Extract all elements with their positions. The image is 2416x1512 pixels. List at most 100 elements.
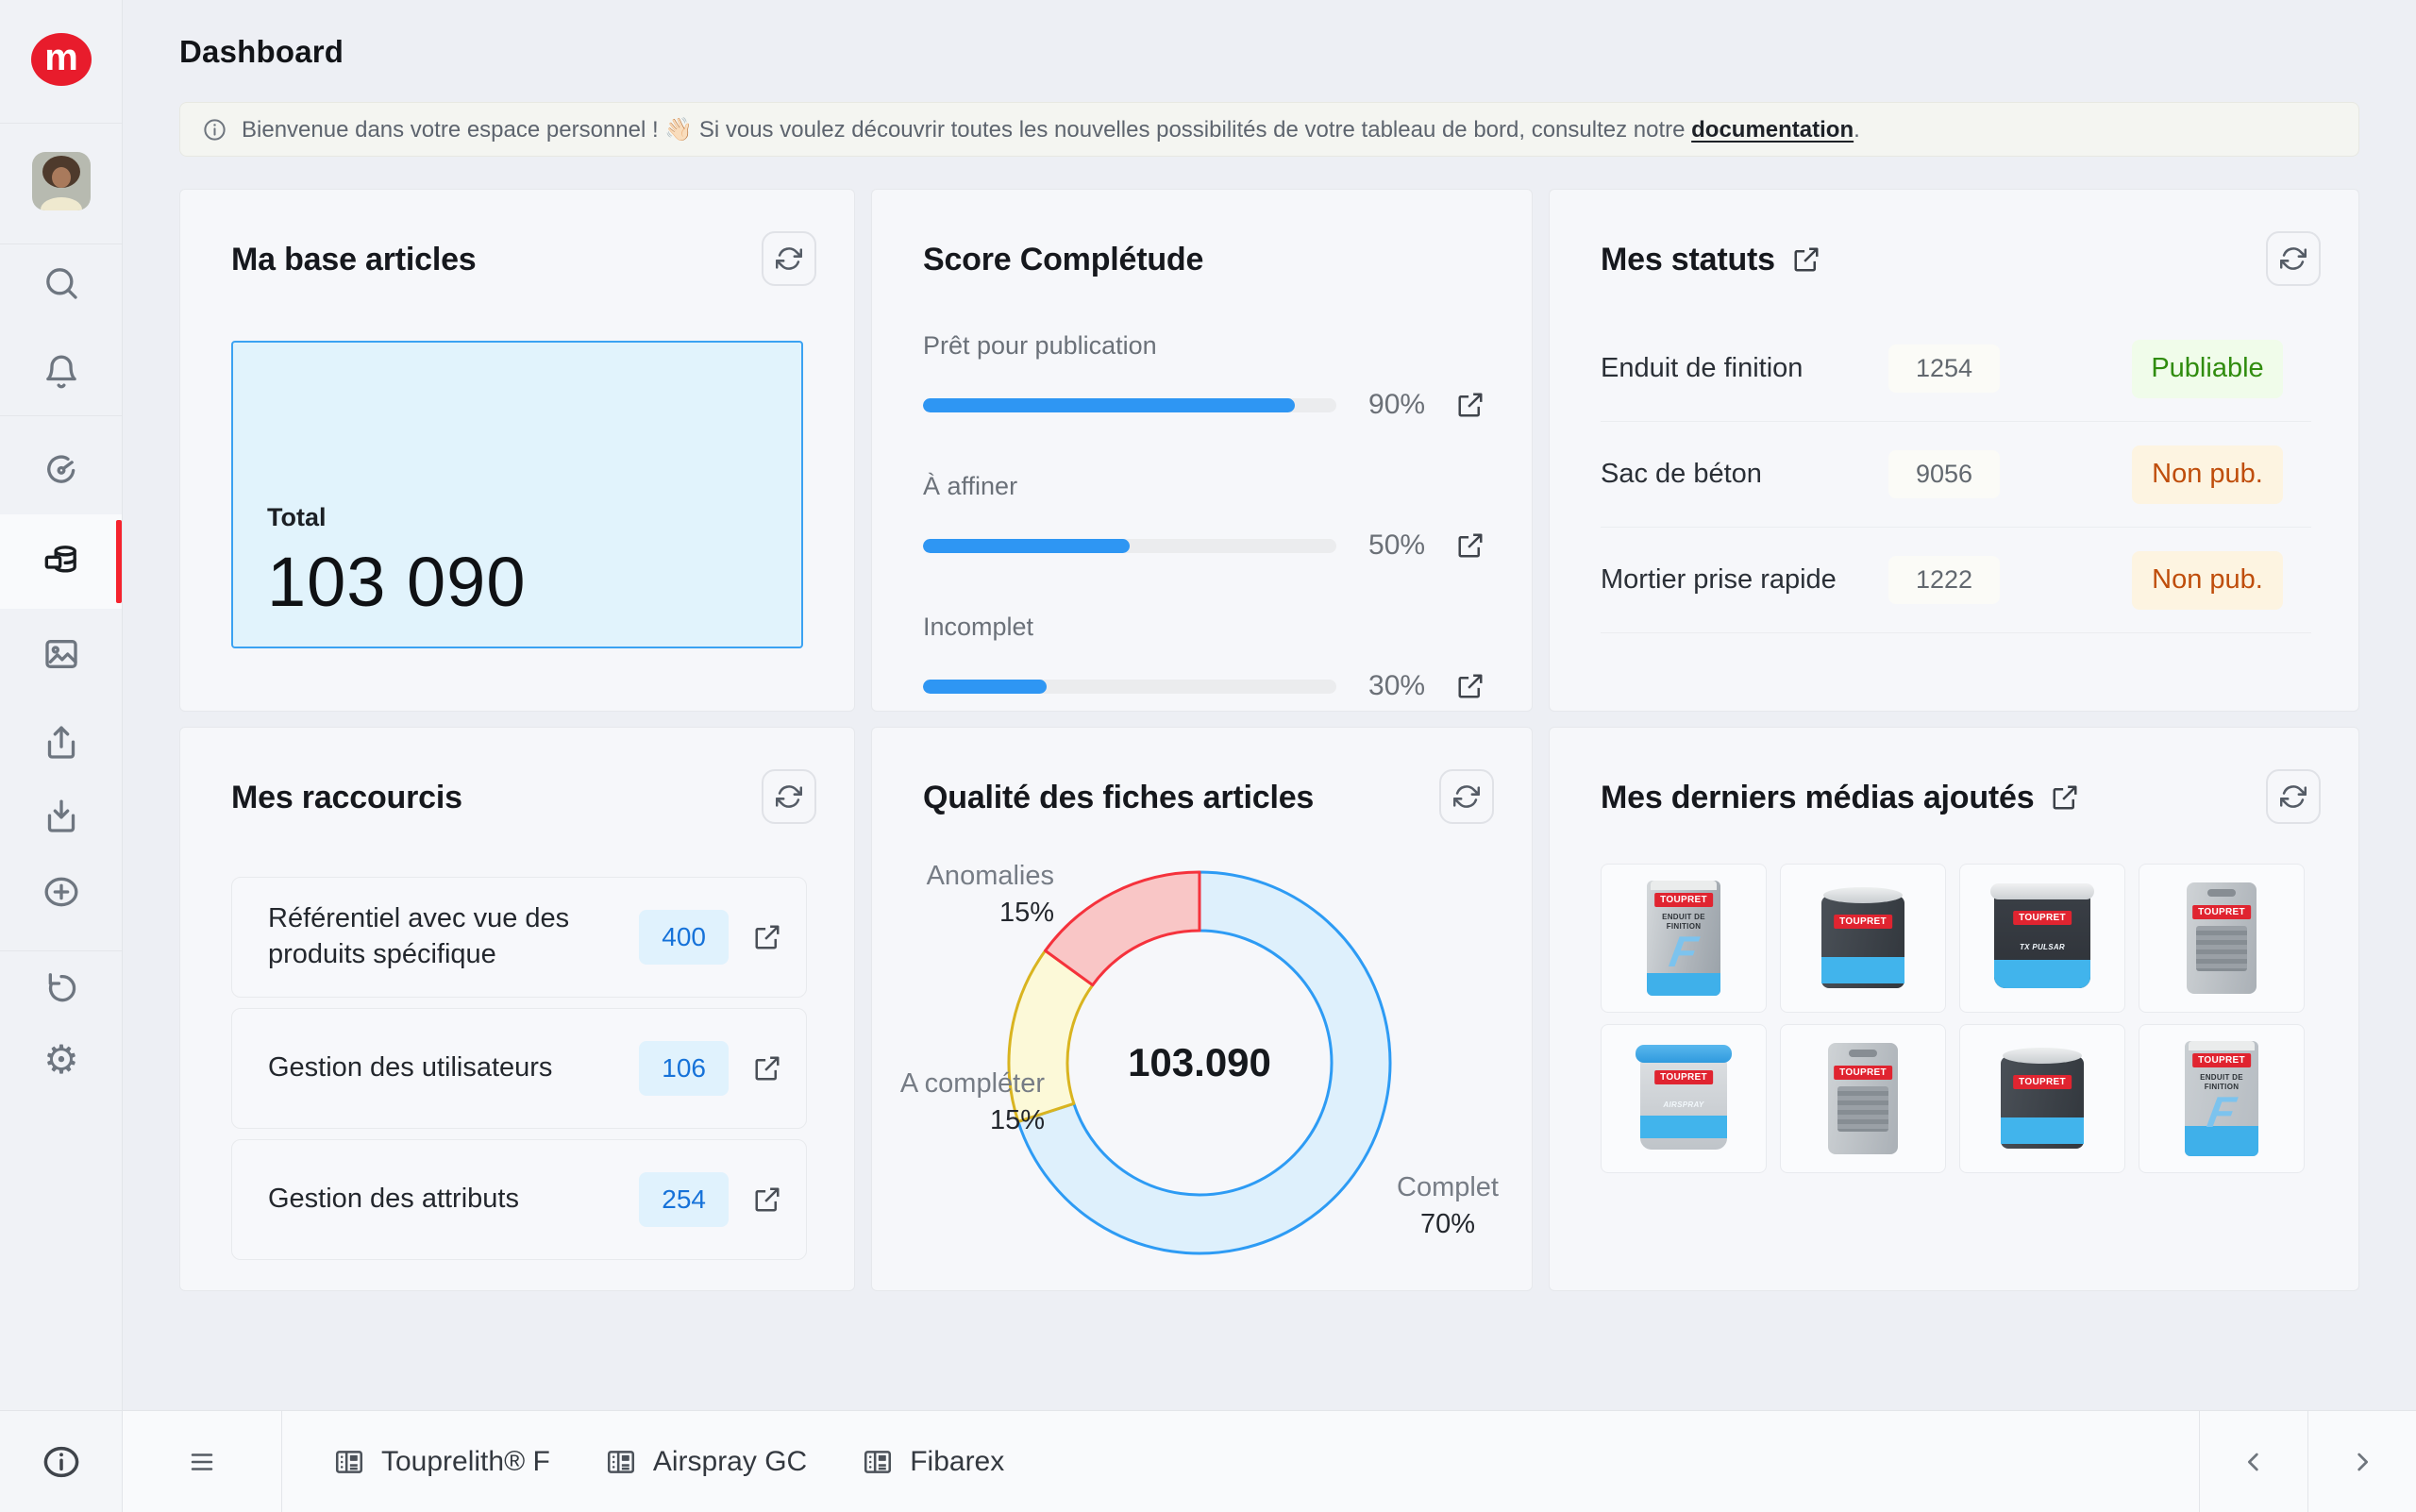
- menu-hamburger-icon[interactable]: [123, 1411, 281, 1512]
- product-image-can: TOUPRET: [2001, 1048, 2084, 1149]
- media-image-icon[interactable]: [0, 618, 123, 690]
- tab-label: Airspray GC: [652, 1445, 808, 1477]
- product-image-bucket-light: TOUPRET AIRSPRAY: [1636, 1045, 1732, 1150]
- media-thumbnail[interactable]: TOUPRET ENDUIT DE FINITION F: [1601, 864, 1767, 1013]
- chevron-left-icon: [2248, 1453, 2258, 1470]
- articles-database-icon[interactable]: [0, 526, 123, 597]
- score-row: À affiner 50%: [923, 472, 1485, 562]
- media-thumbnail[interactable]: TOUPRET: [1780, 1024, 1946, 1173]
- shortcut-row[interactable]: Gestion des attributs 254: [231, 1139, 807, 1260]
- refresh-icon: [1453, 785, 1480, 808]
- info-icon: [204, 118, 226, 141]
- documentation-link[interactable]: documentation: [1691, 116, 1854, 143]
- card-derniers-medias: Mes derniers médias ajoutés TOUPRET ENDUI…: [1549, 727, 2359, 1291]
- card-title: Mes raccourcis: [231, 779, 462, 815]
- media-grid: TOUPRET ENDUIT DE FINITION F TOUPRET TOUPRET T…: [1601, 864, 2311, 1173]
- card-title: Qualité des fiches articles: [923, 779, 1315, 815]
- total-articles-box[interactable]: Total 103 090: [231, 341, 803, 648]
- tab-airspray-gc[interactable]: Airspray GC: [605, 1446, 807, 1478]
- import-download-icon[interactable]: [0, 781, 123, 852]
- next-tabs-button[interactable]: [2307, 1411, 2416, 1512]
- divider: [0, 415, 122, 416]
- tab-touprelith-f[interactable]: Touprelith® F: [333, 1446, 550, 1478]
- shortcut-label: Référentiel avec vue des produits spécif…: [268, 903, 570, 969]
- sidebar-active-item: [0, 514, 122, 609]
- external-link-icon[interactable]: [753, 1185, 781, 1214]
- status-badge: Publiable: [2132, 339, 2283, 398]
- product-image-bag: TOUPRET ENDUIT DE FINITION F: [1647, 881, 1720, 996]
- bottom-bar: Touprelith® F Airspray GC Fibarex: [123, 1410, 2416, 1512]
- media-thumbnail[interactable]: TOUPRET ENDUIT DE FINITION F: [2139, 1024, 2305, 1173]
- card-title: Mes statuts: [1601, 241, 1775, 277]
- refresh-icon: [776, 247, 802, 270]
- product-image-bucket-dark: TOUPRET TX PULSAR: [1990, 883, 2094, 988]
- sidebar: m ⚙: [0, 0, 123, 1512]
- status-count: 1254: [1888, 344, 2000, 393]
- progress-bar: [923, 538, 1337, 553]
- divider: [0, 950, 122, 951]
- avatar-face: [52, 167, 71, 188]
- app-logo[interactable]: m: [31, 33, 92, 86]
- tab-pager: [2199, 1411, 2416, 1512]
- shortcut-count-badge: 106: [639, 1041, 729, 1096]
- card-score-completude: Score Complétude Prêt pour publication 9…: [871, 189, 1533, 712]
- refresh-button[interactable]: [2266, 231, 2321, 286]
- total-label: Total: [267, 503, 327, 531]
- tab-fibarex[interactable]: Fibarex: [862, 1446, 1004, 1478]
- external-link-icon[interactable]: [2051, 783, 2079, 812]
- external-link-icon[interactable]: [1792, 245, 1820, 274]
- banner-text-post: .: [1854, 116, 1860, 143]
- refresh-button[interactable]: [762, 231, 816, 286]
- status-badge: Non pub.: [2132, 550, 2283, 610]
- previous-tabs-button[interactable]: [2199, 1411, 2307, 1512]
- refresh-button[interactable]: [762, 769, 816, 824]
- status-badge: Non pub.: [2132, 445, 2283, 504]
- card-title: Ma base articles: [231, 241, 477, 277]
- active-indicator: [116, 520, 122, 603]
- progress-bar: [923, 679, 1337, 694]
- media-thumbnail[interactable]: TOUPRET: [1780, 864, 1946, 1013]
- score-label: Incomplet: [923, 613, 1034, 641]
- chevron-right-icon: [2357, 1453, 2368, 1470]
- banner-text-pre: Bienvenue dans votre espace personnel ! …: [242, 116, 1692, 143]
- info-icon[interactable]: [40, 1442, 83, 1482]
- card-qualite-fiches: Qualité des fiches articles 103.090 Anom…: [871, 727, 1533, 1291]
- external-link-icon[interactable]: [753, 923, 781, 951]
- shortcut-row[interactable]: Référentiel avec vue des produits spécif…: [231, 877, 807, 998]
- external-link-icon[interactable]: [753, 1054, 781, 1083]
- progress-value: 30%: [1368, 670, 1426, 701]
- status-row: Mortier prise rapide 1222 Non pub.: [1601, 528, 2311, 633]
- main-content: Dashboard Bienvenue dans votre espace pe…: [123, 0, 2416, 1512]
- status-row: Sac de béton 9056 Non pub.: [1601, 422, 2311, 528]
- export-upload-icon[interactable]: [0, 707, 123, 779]
- refresh-button[interactable]: [1439, 769, 1494, 824]
- tab-label: Touprelith® F: [381, 1445, 550, 1477]
- status-name: Mortier prise rapide: [1601, 564, 1837, 595]
- add-plus-icon[interactable]: [0, 856, 123, 928]
- score-label: Prêt pour publication: [923, 331, 1157, 360]
- refresh-icon: [2280, 247, 2307, 270]
- refresh-icon: [2280, 785, 2307, 808]
- media-thumbnail[interactable]: TOUPRET AIRSPRAY: [1601, 1024, 1767, 1173]
- search-icon[interactable]: [0, 247, 123, 319]
- external-link-icon[interactable]: [1456, 672, 1485, 700]
- shortcut-label: Gestion des attributs: [268, 1184, 519, 1215]
- notifications-bell-icon[interactable]: [0, 336, 123, 408]
- media-thumbnail[interactable]: TOUPRET: [2139, 864, 2305, 1013]
- settings-gear-icon[interactable]: ⚙: [0, 1024, 123, 1096]
- shortcut-count-badge: 400: [639, 910, 729, 965]
- history-undo-icon[interactable]: [0, 952, 123, 1024]
- score-row: Incomplet 30%: [923, 613, 1485, 702]
- media-thumbnail[interactable]: TOUPRET: [1959, 1024, 2125, 1173]
- dashboard-gauge-icon[interactable]: [0, 432, 123, 504]
- donut-segment-complet: [1016, 870, 1392, 1255]
- shortcut-row[interactable]: Gestion des utilisateurs 106: [231, 1008, 807, 1129]
- user-avatar[interactable]: [32, 152, 91, 210]
- external-link-icon[interactable]: [1456, 391, 1485, 419]
- tab-label: Fibarex: [910, 1445, 1005, 1477]
- card-title: Mes derniers médias ajoutés: [1601, 779, 2035, 815]
- media-thumbnail[interactable]: TOUPRET TX PULSAR: [1959, 864, 2125, 1013]
- refresh-button[interactable]: [2266, 769, 2321, 824]
- card-mes-statuts: Mes statuts Enduit de finition 1254 Publ…: [1549, 189, 2359, 712]
- external-link-icon[interactable]: [1456, 531, 1485, 560]
